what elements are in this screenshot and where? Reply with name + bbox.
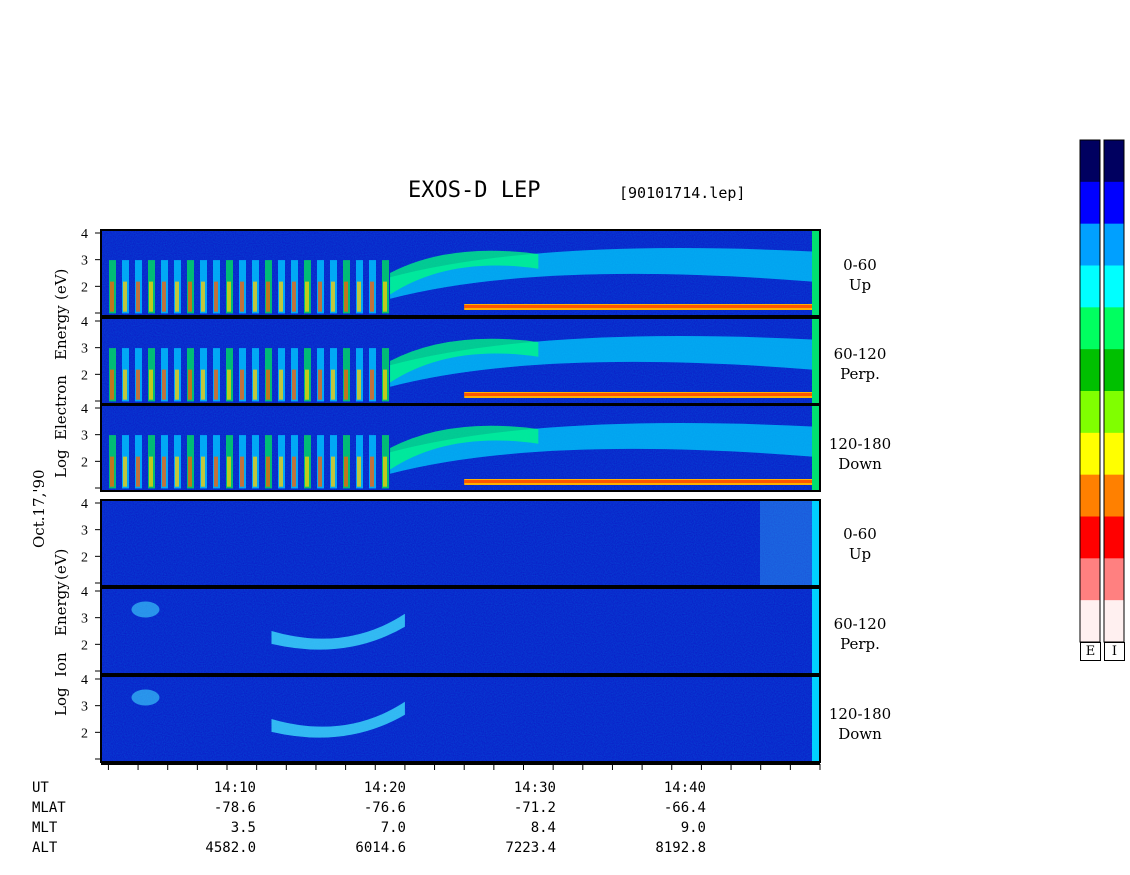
panel-5 bbox=[100, 587, 821, 675]
y-tick-label: 4 bbox=[81, 497, 88, 512]
alt-value: 8192.8 bbox=[655, 840, 706, 856]
ion-ylabel-2: Ion bbox=[52, 652, 70, 677]
colorbar-label-e: E bbox=[1080, 642, 1101, 661]
axes-group: 2 3 4 2 3 4 2 3 4 2 3 4 2 3 4 2 3 4 bbox=[81, 227, 821, 770]
panel-2 bbox=[100, 317, 821, 405]
y-tick-label: 3 bbox=[81, 429, 88, 444]
y-tick-label: 2 bbox=[81, 638, 88, 653]
y-tick-label: 3 bbox=[81, 612, 88, 627]
ut-value: 14:40 bbox=[663, 780, 706, 796]
panel-3 bbox=[100, 404, 821, 492]
mlt-value: 7.0 bbox=[380, 820, 406, 836]
mlt-value: 8.4 bbox=[530, 820, 556, 836]
file-name: [90101714.lep] bbox=[619, 184, 746, 202]
colorbar-segment bbox=[1104, 432, 1124, 476]
alt-value: 6014.6 bbox=[355, 840, 406, 856]
colorbar-segment bbox=[1104, 600, 1124, 643]
colorbar-segment bbox=[1104, 140, 1124, 183]
panel-label-6: 120-180 Down bbox=[828, 705, 892, 743]
footer-label-ut: UT bbox=[32, 780, 49, 796]
panel-label-1: 0-60 Up bbox=[843, 256, 877, 294]
y-tick-label: 4 bbox=[81, 402, 88, 417]
footer-label-alt: ALT bbox=[32, 840, 58, 856]
colorbar-segment bbox=[1080, 349, 1100, 392]
y-tick-label: 3 bbox=[81, 700, 88, 715]
mlat-value: -76.6 bbox=[363, 800, 406, 816]
colorbar-segment bbox=[1080, 558, 1100, 602]
ut-value: 14:20 bbox=[363, 780, 406, 796]
electron-ylabel-2: Electron bbox=[52, 375, 70, 440]
colorbar-segment bbox=[1080, 391, 1100, 434]
colorbar-segment bbox=[1080, 474, 1100, 518]
colorbar-segment bbox=[1104, 223, 1124, 267]
mlt-value: 9.0 bbox=[680, 820, 706, 836]
colorbar-segment bbox=[1080, 223, 1100, 267]
y-tick-label: 4 bbox=[81, 227, 88, 242]
ut-value: 14:30 bbox=[513, 780, 556, 796]
y-tick-label: 4 bbox=[81, 315, 88, 330]
electron-ylabel-4: (eV) bbox=[52, 268, 70, 300]
colorbar-label-i: I bbox=[1104, 642, 1125, 661]
mlat-value: -71.2 bbox=[513, 800, 556, 816]
colorbar-segment bbox=[1080, 140, 1100, 183]
y-tick-label: 2 bbox=[81, 726, 88, 741]
panel-label-5: 60-120 Perp. bbox=[833, 615, 887, 653]
panel-label-3: 120-180 Down bbox=[828, 435, 892, 473]
colorbar-segment bbox=[1080, 600, 1100, 643]
mlat-value: -66.4 bbox=[663, 800, 706, 816]
colorbar-segment bbox=[1080, 516, 1100, 560]
y-tick-label: 2 bbox=[81, 368, 88, 383]
y-tick-label: 2 bbox=[81, 455, 88, 470]
panel-1 bbox=[100, 229, 821, 317]
y-tick-label: 2 bbox=[81, 550, 88, 565]
panels-group bbox=[100, 229, 821, 763]
y-tick-label: 3 bbox=[81, 342, 88, 357]
footer-label-mlt: MLT bbox=[32, 820, 58, 836]
colorbar-segment bbox=[1104, 265, 1124, 309]
y-tick-label: 3 bbox=[81, 524, 88, 539]
y-tick-label: 2 bbox=[81, 280, 88, 295]
ion-ylabel-4: (eV) bbox=[52, 548, 70, 580]
mlat-value: -78.6 bbox=[213, 800, 256, 816]
ut-value: 14:10 bbox=[213, 780, 256, 796]
colorbar-segment bbox=[1104, 474, 1124, 518]
chart-title: EXOS-D LEP bbox=[408, 178, 541, 203]
alt-value: 7223.4 bbox=[505, 840, 556, 856]
colorbar-segment bbox=[1104, 349, 1124, 392]
colorbar-segment bbox=[1104, 307, 1124, 351]
ion-ylabel-3: Energy bbox=[52, 581, 70, 636]
colorbar-segment bbox=[1104, 516, 1124, 560]
mlt-value: 3.5 bbox=[230, 820, 256, 836]
ion-ylabel-1: Log bbox=[52, 687, 70, 716]
panel-label-4: 0-60 Up bbox=[843, 525, 877, 563]
panel-4 bbox=[100, 499, 821, 587]
colorbar-group bbox=[1079, 139, 1125, 643]
colorbar-segment bbox=[1104, 391, 1124, 434]
date-label: Oct.17,'90 bbox=[30, 469, 48, 548]
y-tick-label: 4 bbox=[81, 585, 88, 600]
panel-6 bbox=[100, 675, 821, 763]
colorbar-segment bbox=[1104, 181, 1124, 225]
colorbar-segment bbox=[1104, 558, 1124, 602]
colorbar-segment bbox=[1080, 307, 1100, 351]
panel-label-2: 60-120 Perp. bbox=[833, 345, 887, 383]
colorbar-segment bbox=[1080, 265, 1100, 309]
y-tick-label: 4 bbox=[81, 673, 88, 688]
electron-ylabel-1: Log bbox=[52, 449, 70, 478]
electron-ylabel-3: Energy bbox=[52, 305, 70, 360]
colorbar-segment bbox=[1080, 432, 1100, 476]
footer-label-mlat: MLAT bbox=[32, 800, 66, 816]
y-tick-label: 3 bbox=[81, 254, 88, 269]
alt-value: 4582.0 bbox=[205, 840, 256, 856]
colorbar-segment bbox=[1080, 181, 1100, 225]
